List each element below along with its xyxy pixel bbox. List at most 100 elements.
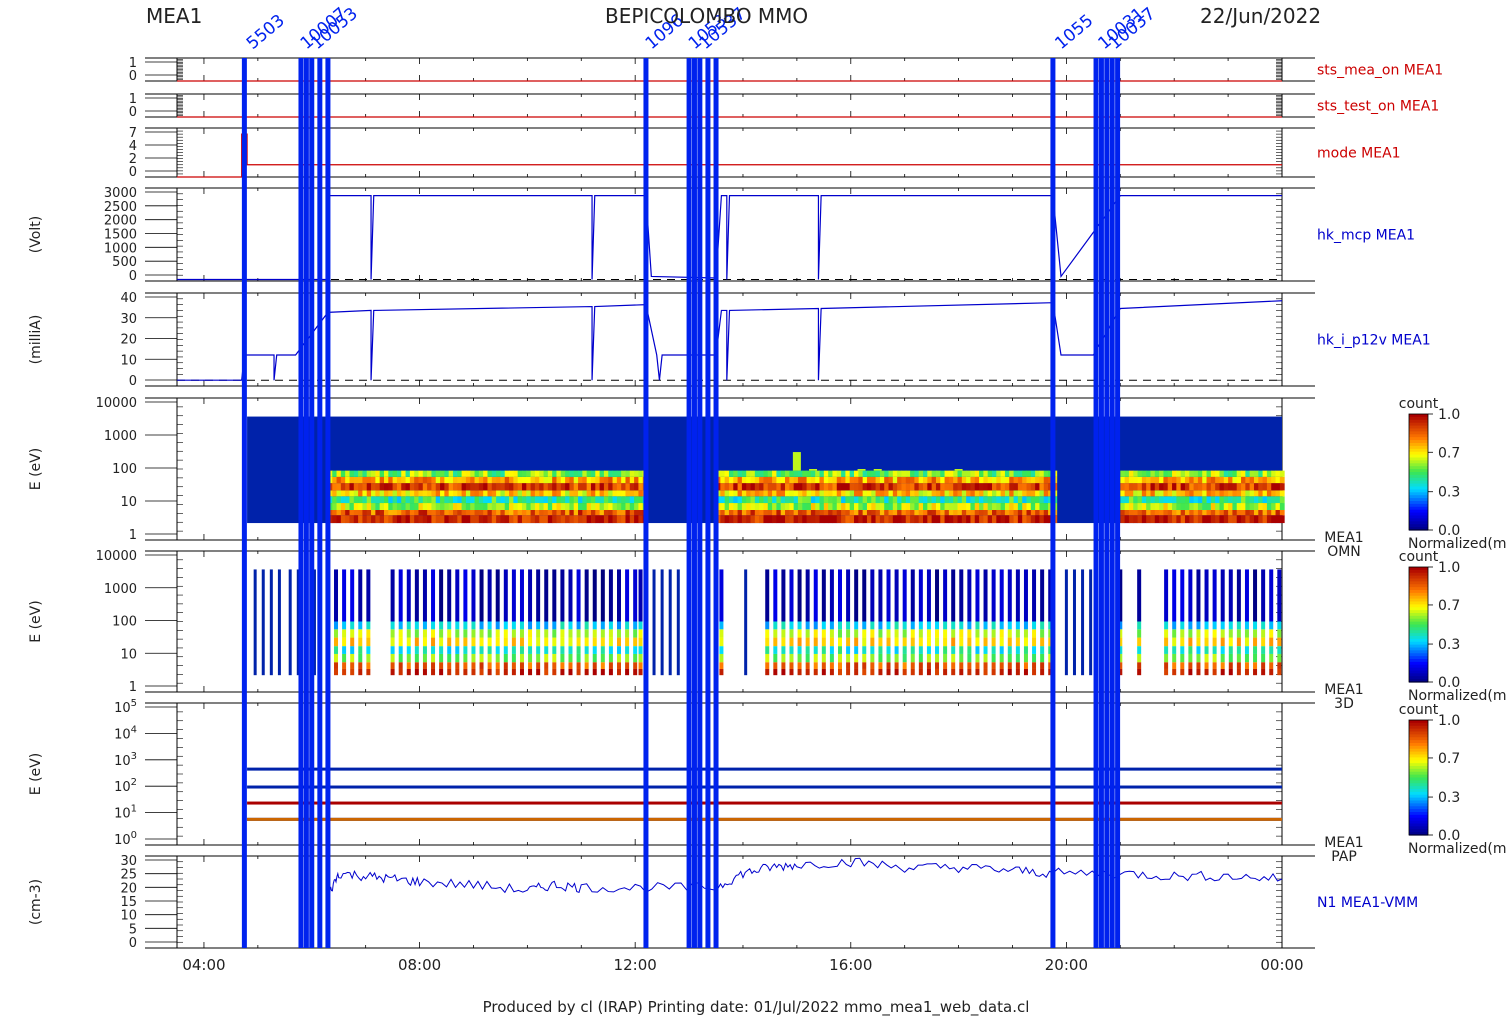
omni-spectrogram-cell xyxy=(720,496,726,504)
omni-spectrogram-cell xyxy=(392,490,398,497)
omni-spectrogram-cell xyxy=(1141,476,1147,484)
3d-spectrogram-cell xyxy=(886,569,891,622)
omni-spectrogram-cell xyxy=(625,490,631,497)
omni-spectrogram-cell xyxy=(875,470,881,477)
omni-spectrogram-cell xyxy=(565,476,570,484)
colorbar-cell xyxy=(1409,737,1428,741)
3d-spectrogram-cell xyxy=(1196,569,1201,622)
omni-spectrogram-cell xyxy=(465,503,471,510)
3d-spectrogram-cell xyxy=(479,637,484,647)
omni-spectrogram-cell xyxy=(862,490,868,497)
3d-spectrogram-cell xyxy=(1137,662,1142,669)
omni-spectrogram-cell xyxy=(448,509,454,516)
omni-spectrogram-cell xyxy=(621,515,626,524)
omni-spectrogram-cell xyxy=(974,483,980,491)
omni-spectrogram-cell xyxy=(905,503,911,510)
omni-spectrogram-cell xyxy=(629,509,635,516)
3d-spectrogram-cell xyxy=(560,668,565,676)
colorbar-cell xyxy=(1409,803,1428,807)
omni-spectrogram-cell xyxy=(866,470,872,477)
omni-spectrogram-cell xyxy=(1154,496,1160,504)
event-marker-bar xyxy=(686,58,692,948)
omni-spectrogram-cell xyxy=(582,496,588,504)
omni-spectrogram-cell xyxy=(340,490,346,497)
omni-spectrogram-cell xyxy=(1017,476,1023,484)
omni-spectrogram-cell xyxy=(884,509,890,516)
omni-spectrogram-cell xyxy=(720,483,726,491)
omni-spectrogram-cell xyxy=(1030,503,1036,510)
omni-spectrogram-cell xyxy=(1035,496,1040,504)
omni-spectrogram-cell xyxy=(565,470,570,477)
omni-spectrogram-cell xyxy=(754,483,760,491)
omni-spectrogram-cell xyxy=(539,476,545,484)
3d-spectrogram-cell xyxy=(560,637,565,647)
omni-spectrogram-cell xyxy=(336,483,342,491)
omni-spectrogram-cell xyxy=(530,490,536,497)
colorbar-cell xyxy=(1409,734,1428,738)
omni-spectrogram-cell xyxy=(590,509,596,516)
3d-spectrogram-cell xyxy=(342,629,347,638)
3d-spectrogram-cell xyxy=(1015,569,1020,622)
omni-spectrogram-cell xyxy=(366,515,372,524)
omni-spectrogram-cell xyxy=(422,496,428,504)
omni-spectrogram-cell xyxy=(349,496,355,504)
omni-spectrogram-cell xyxy=(996,470,1002,477)
omni-spectrogram-cell xyxy=(1137,483,1143,491)
omni-spectrogram-cell xyxy=(612,503,618,510)
omni-spectrogram-cell xyxy=(379,496,385,504)
3d-spectrogram-cell xyxy=(398,569,403,622)
3d-spectrogram-cell xyxy=(1188,662,1193,669)
omni-spectrogram-cell xyxy=(1128,496,1134,504)
omni-spectrogram-cell xyxy=(556,483,562,491)
omni-spectrogram-cell xyxy=(612,483,618,491)
colorbar-cell xyxy=(1409,800,1428,804)
omni-spectrogram-cell xyxy=(435,483,441,491)
3d-spectrogram-cell xyxy=(455,668,460,676)
3d-spectrogram-cell xyxy=(797,629,802,638)
3d-spectrogram-cell xyxy=(870,621,875,630)
colorbar-cell xyxy=(1409,416,1428,421)
omni-spectrogram-cell xyxy=(750,483,756,491)
omni-spectrogram-cell xyxy=(578,490,583,497)
3d-spectrogram-cell xyxy=(544,637,549,647)
omni-spectrogram-cell xyxy=(336,503,342,510)
3d-spectrogram-cell xyxy=(536,621,541,630)
omni-spectrogram-cell xyxy=(427,470,432,477)
3d-spectrogram-cell xyxy=(878,629,883,638)
3d-spectrogram-cell xyxy=(821,668,826,676)
omni-spectrogram-cell xyxy=(1189,496,1195,504)
omni-spectrogram-cell xyxy=(1172,503,1177,510)
3d-spectrogram-cell xyxy=(1204,637,1209,647)
omni-spectrogram-cell xyxy=(405,483,411,491)
omni-spectrogram-cell xyxy=(983,509,989,516)
omni-spectrogram-cell xyxy=(634,476,639,484)
omni-spectrogram-cell xyxy=(1039,509,1045,516)
3d-spectrogram-cell xyxy=(1007,662,1012,669)
omni-spectrogram-cell xyxy=(595,509,601,516)
3d-spectrogram-cell xyxy=(495,637,500,647)
omni-spectrogram-cell xyxy=(547,515,553,524)
omni-spectrogram-cell xyxy=(534,515,540,524)
omni-spectrogram-cell xyxy=(422,503,428,510)
omni-spectrogram-cell xyxy=(871,509,877,516)
3d-spectrogram-cell xyxy=(358,662,363,669)
omni-spectrogram-cell xyxy=(1141,470,1147,477)
omni-spectrogram-cell xyxy=(974,503,980,510)
omni-spectrogram-cell xyxy=(504,496,510,504)
colorbar-cell xyxy=(1409,627,1428,631)
omni-spectrogram-cell xyxy=(586,470,592,477)
omni-spectrogram-cell xyxy=(474,503,480,510)
y-tick-label: 10 xyxy=(120,909,137,924)
3d-spectrogram-cell xyxy=(350,646,355,654)
colorbar-cell xyxy=(1409,592,1428,597)
3d-spectrogram-cell xyxy=(951,646,956,654)
3d-spectrogram-cell xyxy=(1007,668,1012,676)
colorbar-cell xyxy=(1409,457,1428,461)
omni-spectrogram-cell xyxy=(500,515,506,524)
3d-spectrogram-cell xyxy=(781,662,786,669)
3d-spectrogram-cell xyxy=(991,629,996,638)
omni-spectrogram-cell xyxy=(823,515,829,524)
omni-spectrogram-cell xyxy=(914,496,920,504)
omni-spectrogram-cell xyxy=(590,490,596,497)
omni-spectrogram-cell xyxy=(470,509,476,516)
